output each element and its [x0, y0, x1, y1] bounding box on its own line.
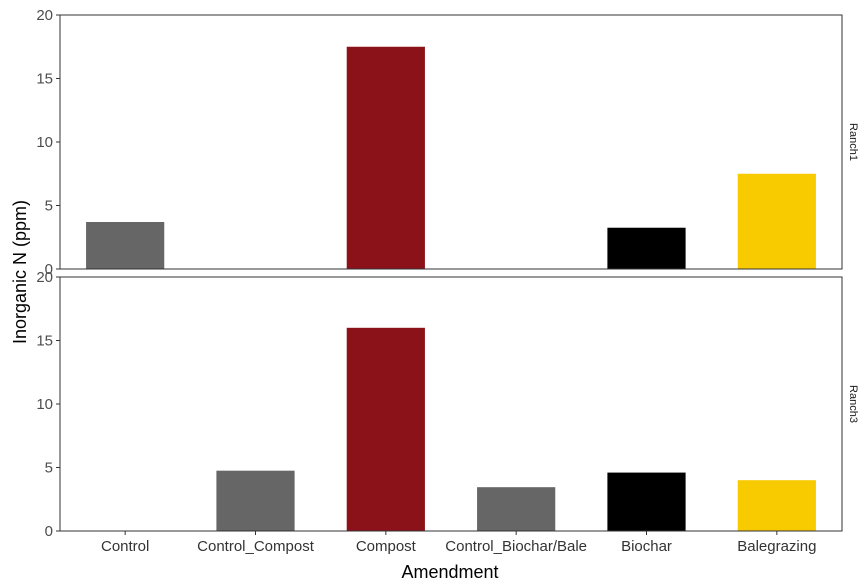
facet-panel-ranch3: 0 5 10 15 20 Ranch3 — [36, 269, 859, 540]
y-tick-label: 0 — [45, 261, 53, 278]
x-tick-label: Compost — [356, 538, 417, 555]
x-axis-title: Amendment — [401, 562, 498, 582]
facet-strip-label: Ranch3 — [847, 385, 859, 423]
bar — [346, 46, 425, 269]
x-tick-label: Control_Biochar/Bale — [445, 538, 587, 555]
x-tick-label: Biochar — [621, 538, 672, 555]
facet-panels: 0 5 10 15 20 Ranch1 0 5 10 15 20 Ranch3 — [36, 7, 859, 540]
bar — [216, 470, 295, 531]
facet-strip-label: Ranch1 — [847, 123, 859, 161]
y-tick-label: 20 — [36, 7, 53, 24]
bar — [737, 480, 816, 531]
y-axis-title: Inorganic N (ppm) — [10, 200, 30, 344]
y-tick-label: 15 — [36, 71, 53, 88]
y-tick-label: 5 — [45, 198, 53, 215]
bar — [737, 173, 816, 269]
bar — [86, 222, 165, 269]
y-tick-label: 15 — [36, 333, 53, 350]
bar — [607, 472, 686, 531]
panel-border — [59, 276, 843, 532]
bar — [346, 327, 425, 531]
y-tick-label: 10 — [36, 134, 53, 151]
x-tick-label: Balegrazing — [737, 538, 816, 555]
bar — [477, 487, 556, 531]
y-tick-label: 0 — [45, 523, 53, 540]
facet-panel-ranch1: 0 5 10 15 20 Ranch1 — [36, 7, 859, 278]
y-tick-label: 10 — [36, 396, 53, 413]
y-tick-label: 5 — [45, 460, 53, 477]
panel-border — [59, 14, 843, 270]
x-tick-label: Control — [101, 538, 149, 555]
y-tick-label: 20 — [36, 269, 53, 286]
x-tick-label: Control_Compost — [197, 538, 315, 555]
bar — [607, 227, 686, 269]
x-axis: Control Control_Compost Compost Control_Bio… — [101, 531, 816, 555]
